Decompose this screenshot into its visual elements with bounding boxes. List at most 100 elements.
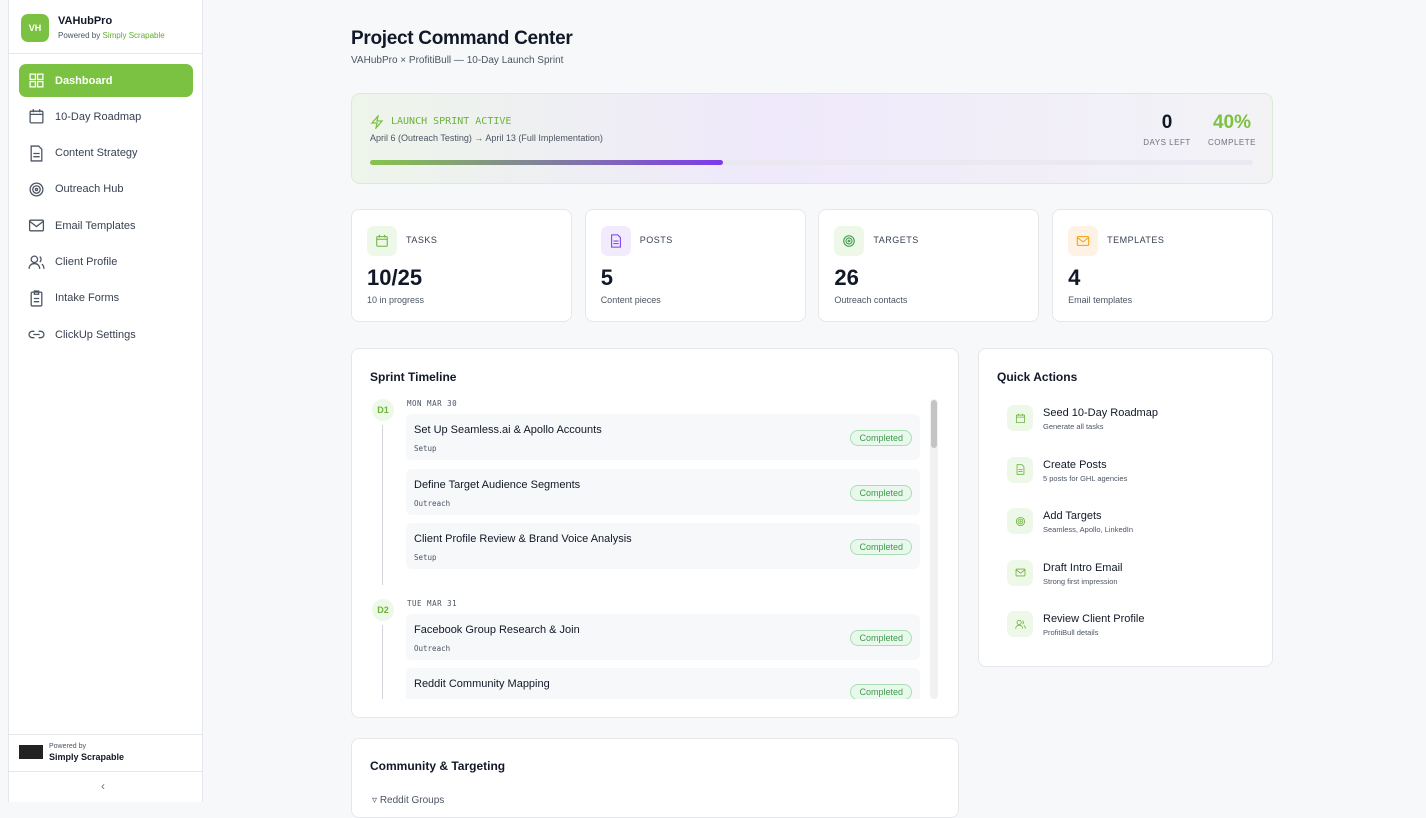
quick-action[interactable]: Add Targets Seamless, Apollo, LinkedIn	[997, 504, 1257, 544]
quick-actions-card: Quick Actions Seed 10-Day Roadmap Generat…	[978, 348, 1273, 667]
stat-note: Content pieces	[600, 295, 661, 305]
status-pill: Completed	[850, 629, 912, 646]
stat-label: TASKS	[406, 235, 438, 245]
days-left: 0	[1161, 112, 1173, 133]
brand: VAHubPro	[58, 15, 113, 27]
scroll-thumb[interactable]	[931, 400, 937, 448]
task-row[interactable]: Set Up Seamless.ai & Apollo Accounts Setu…	[406, 414, 920, 460]
stat-label: TEMPLATES	[1107, 235, 1165, 245]
day-date: TUE MAR 31	[407, 598, 458, 608]
status-pill: Completed	[850, 539, 912, 555]
stat-value: 10/25	[367, 265, 423, 290]
action-icon	[1007, 559, 1033, 586]
stat-value: 4	[1068, 265, 1081, 290]
page-subtitle: VAHubPro × ProfitiBull — 10-Day Launch S…	[351, 55, 564, 66]
timeline-title: Sprint Timeline	[370, 370, 457, 384]
icon	[1015, 413, 1025, 423]
stat-card: TEMPLATES 4 Email templates	[1052, 209, 1274, 322]
task-tag: Outreach	[414, 643, 451, 653]
quick-action[interactable]: Draft Intro Email Strong first impression	[997, 556, 1257, 596]
icon	[30, 290, 43, 307]
action-icon	[1007, 405, 1033, 431]
task-tag: Outreach	[414, 498, 451, 508]
action-name: Seed 10-Day Roadmap	[1043, 407, 1158, 419]
divider	[9, 53, 203, 54]
sprint-dates: April 6 (Outreach Testing) → April 13 (F…	[370, 133, 603, 143]
action-desc: Strong first impression	[1043, 576, 1118, 586]
quick-action[interactable]: Create Posts 5 posts for GHL agencies	[997, 453, 1257, 493]
icon	[1015, 516, 1025, 526]
footer-name: Simply Scrapable	[49, 752, 125, 762]
action-icon	[1007, 456, 1033, 483]
stat-label: TARGETS	[873, 235, 919, 245]
nav-label: Content Strategy	[55, 147, 138, 160]
task-name: Define Target Audience Segments	[414, 478, 581, 491]
action-icon	[1007, 508, 1033, 534]
nav-item[interactable]: Dashboard	[19, 64, 193, 97]
task-row[interactable]: Reddit Community Mapping Outreach Complete…	[406, 668, 920, 699]
task-row[interactable]: Client Profile Review & Brand Voice Anal…	[406, 523, 920, 569]
nav-item[interactable]: Client Profile	[19, 246, 193, 279]
icon	[28, 254, 45, 269]
action-name: Review Client Profile	[1043, 613, 1145, 625]
nav-item[interactable]: 10-Day Roadmap	[19, 100, 193, 133]
nav-label: ClickUp Settings	[55, 328, 136, 341]
stat-icon	[834, 226, 865, 256]
stat-icon	[600, 226, 631, 256]
collapse-button[interactable]: ‹	[101, 779, 105, 793]
community-item-label: Reddit Groups	[379, 795, 445, 806]
nav-label: Dashboard	[55, 74, 113, 87]
stat-icon	[1068, 226, 1099, 256]
stat-label: POSTS	[639, 235, 673, 245]
nav-label: Intake Forms	[55, 292, 120, 305]
quick-action[interactable]: Review Client Profile ProfitiBull details	[997, 607, 1257, 647]
action-name: Add Targets	[1043, 510, 1102, 522]
task-row[interactable]: Facebook Group Research & Join Outreach Co…	[406, 613, 920, 660]
days-left-label: DAYS LEFT	[1143, 138, 1191, 147]
icon	[1015, 568, 1025, 577]
scrollbar[interactable]	[930, 399, 938, 699]
task-name: Set Up Seamless.ai & Apollo Accounts	[414, 424, 602, 436]
stat-note: Outreach contacts	[834, 295, 908, 305]
status-pill: Completed	[850, 430, 912, 446]
nav-item[interactable]: Outreach Hub	[19, 173, 193, 206]
nav-item[interactable]: Intake Forms	[19, 282, 193, 315]
icon	[1016, 464, 1024, 475]
progress-track	[370, 160, 1253, 165]
nav-item[interactable]: Email Templates	[19, 209, 193, 242]
action-desc: 5 posts for GHL agencies	[1043, 473, 1128, 483]
task-tag: Setup	[414, 553, 437, 562]
stat-card: TASKS 10/25 10 in progress	[351, 209, 572, 322]
sprint-label: LAUNCH SPRINT ACTIVE	[391, 116, 512, 127]
day-line	[382, 425, 383, 585]
community-title: Community & Targeting	[370, 759, 506, 773]
task-name: Reddit Community Mapping	[414, 678, 550, 690]
icon	[29, 109, 44, 124]
quick-action[interactable]: Seed 10-Day Roadmap Generate all tasks	[997, 401, 1257, 441]
task-name: Client Profile Review & Brand Voice Anal…	[414, 533, 632, 545]
task-row[interactable]: Define Target Audience Segments Outreach C…	[406, 468, 920, 515]
day-badge: D2	[372, 598, 394, 621]
nav-item[interactable]: Content Strategy	[19, 137, 193, 170]
action-desc: Generate all tasks	[1043, 422, 1104, 431]
action-name: Draft Intro Email	[1043, 561, 1123, 574]
icon	[30, 145, 43, 162]
logo: VH	[21, 14, 49, 42]
status-pill: Completed	[850, 684, 912, 699]
bolt-icon	[370, 115, 384, 129]
nav-label: Outreach Hub	[55, 183, 124, 196]
nav-item[interactable]: ClickUp Settings	[19, 318, 193, 351]
icon	[29, 182, 44, 197]
task-tag: Outreach	[414, 698, 450, 699]
divider	[9, 771, 203, 772]
community-item[interactable]: ▿ Reddit Groups	[372, 795, 445, 806]
footer-prefix: Powered by	[49, 743, 86, 750]
stat-note: 10 in progress	[367, 295, 425, 305]
powered-name: Simply Scrapable	[102, 31, 165, 40]
divider	[9, 734, 203, 735]
icon	[28, 219, 45, 232]
timeline-scroll[interactable]: D1 MON MAR 30 Set Up Seamless.ai & Apollo …	[370, 397, 940, 699]
icon	[610, 234, 621, 248]
status-pill: Completed	[850, 484, 912, 501]
